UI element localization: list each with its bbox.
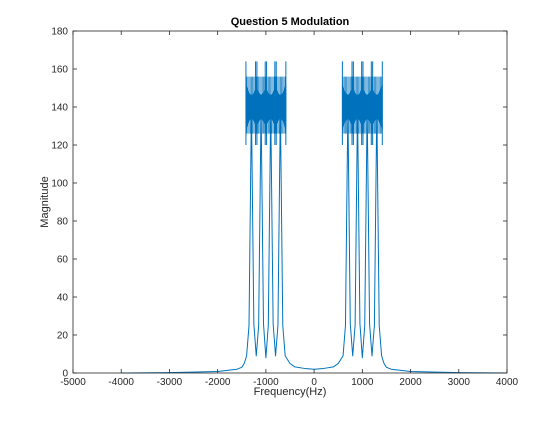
peak-band [274, 61, 287, 145]
y-tick-label: 40 [57, 293, 69, 304]
y-tick-label: 20 [57, 331, 69, 342]
y-axis-label: Magnitude [39, 176, 51, 227]
x-tick-label: 2000 [399, 377, 422, 388]
x-tick-label: -1000 [253, 377, 279, 388]
x-tick-label: 0 [311, 377, 317, 388]
y-tick-label: 100 [51, 179, 68, 190]
peak-band [370, 61, 383, 145]
chart-title: Question 5 Modulation [231, 16, 350, 28]
x-tick-label: -2000 [205, 377, 231, 388]
y-tick-label: 0 [62, 369, 68, 380]
y-tick-label: 180 [51, 27, 68, 38]
series-layer [121, 61, 508, 374]
y-tick-label: 80 [57, 217, 69, 228]
peak-band [351, 61, 364, 145]
x-axis-label: Frequency(Hz) [254, 386, 327, 398]
x-tick-label: -4000 [108, 377, 134, 388]
x-tick-label: -3000 [157, 377, 183, 388]
x-tick-label: -5000 [60, 377, 86, 388]
y-tick-label: 160 [51, 65, 68, 76]
plot-area [73, 31, 507, 373]
x-tick-label: 1000 [351, 377, 374, 388]
axes-box [72, 30, 508, 374]
x-tick-label: 4000 [496, 377, 519, 388]
y-tick-label: 120 [51, 141, 68, 152]
ticks-layer: -5000 -4000 -3000 -2000 -1000 0 1000 2000 3000 40… [51, 27, 518, 389]
x-tick-label: 3000 [448, 377, 471, 388]
y-tick-label: 140 [51, 103, 68, 114]
y-tick-label: 60 [57, 255, 69, 266]
